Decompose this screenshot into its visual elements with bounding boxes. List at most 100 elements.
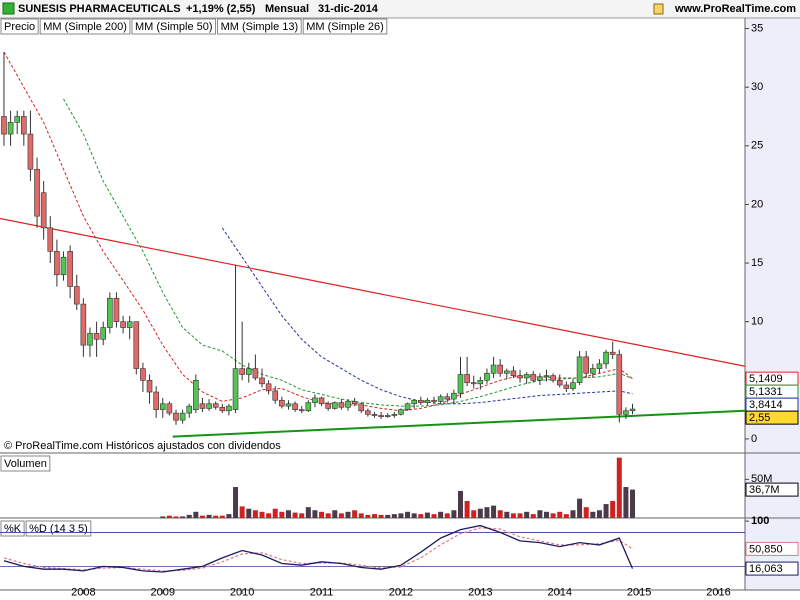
y-tick-label: 100 bbox=[751, 515, 769, 527]
candle-body bbox=[113, 297, 120, 322]
candle-body bbox=[133, 321, 140, 369]
axis-panel bbox=[745, 18, 800, 590]
candle-body bbox=[279, 399, 285, 407]
legend-label: MM (Simple 26) bbox=[306, 21, 384, 33]
candle-body bbox=[232, 368, 239, 410]
candle-body bbox=[54, 251, 60, 276]
candle-body bbox=[285, 403, 292, 407]
volume-bar bbox=[325, 513, 331, 518]
candle-body bbox=[345, 401, 351, 408]
volume-bar bbox=[603, 504, 609, 518]
volume-bar bbox=[590, 511, 596, 518]
candle-body bbox=[609, 351, 616, 355]
y-tick-label: 10 bbox=[751, 316, 763, 328]
legend-label: %K bbox=[4, 523, 22, 535]
volume-bar bbox=[160, 516, 166, 518]
candle-body bbox=[34, 168, 40, 217]
candle-body bbox=[510, 370, 517, 376]
footer-note: © ProRealTime.com Históricos ajustados c… bbox=[4, 440, 281, 452]
volume-bar bbox=[616, 457, 622, 518]
value-label: 5,1331 bbox=[749, 386, 783, 398]
volume-bar bbox=[484, 507, 490, 518]
volume-bar bbox=[418, 514, 424, 518]
value-label: 3,8414 bbox=[749, 399, 783, 411]
candle-body bbox=[259, 377, 265, 385]
legend-label: Volumen bbox=[4, 458, 47, 470]
candle-body bbox=[245, 368, 252, 375]
volume-bar bbox=[219, 515, 225, 518]
volume-bar bbox=[352, 510, 358, 518]
candle-body bbox=[404, 403, 411, 410]
volume-bar bbox=[583, 507, 589, 518]
volume-bar bbox=[199, 515, 205, 518]
y-tick-label: 50M bbox=[751, 473, 772, 485]
header-bar bbox=[0, 0, 800, 18]
header-icon[interactable] bbox=[2, 2, 15, 15]
legend-box bbox=[217, 18, 302, 35]
candle-body bbox=[7, 122, 14, 135]
volume-bar bbox=[193, 511, 199, 518]
volume-bar bbox=[550, 513, 556, 518]
candle-body bbox=[437, 396, 444, 402]
volume-bar bbox=[630, 489, 636, 518]
volume-bar bbox=[279, 511, 285, 518]
value-label-box bbox=[745, 482, 799, 497]
candle-body bbox=[398, 409, 404, 415]
volume-bar bbox=[233, 487, 239, 518]
volume-bar bbox=[246, 508, 252, 518]
trendline bbox=[0, 217, 746, 367]
header-change: +1,19% (2,55) bbox=[186, 3, 256, 15]
candle-body bbox=[477, 380, 484, 385]
candle-body bbox=[166, 403, 173, 414]
volume-bar bbox=[385, 514, 391, 518]
candle-body bbox=[464, 374, 470, 383]
value-label: 2,55 bbox=[749, 412, 770, 424]
candle-body bbox=[576, 356, 583, 383]
candle-body bbox=[272, 390, 279, 401]
candle-body bbox=[417, 399, 424, 403]
candle-body bbox=[497, 364, 503, 374]
volume-bar bbox=[252, 510, 258, 518]
volume-bar bbox=[577, 498, 583, 518]
candle-body bbox=[378, 415, 384, 417]
volume-bar bbox=[504, 511, 510, 518]
volume-bar bbox=[305, 507, 311, 518]
legend-box bbox=[0, 455, 51, 472]
x-tick-label: 2016 bbox=[706, 586, 730, 598]
value-label: 50,850 bbox=[749, 543, 783, 555]
volume-bar bbox=[517, 513, 523, 518]
value-label: 36,7M bbox=[749, 484, 780, 496]
value-label: 5,1409 bbox=[749, 373, 783, 385]
volume-bar bbox=[312, 510, 318, 518]
volume-bar bbox=[424, 512, 430, 518]
value-label-box bbox=[745, 541, 799, 556]
volume-bar bbox=[557, 511, 563, 518]
candle-body bbox=[623, 410, 629, 415]
y-tick-label: 25 bbox=[751, 140, 763, 152]
candle-body bbox=[590, 368, 596, 374]
x-tick-label: 2009 bbox=[151, 586, 175, 598]
volume-bar bbox=[477, 508, 483, 518]
candle-body bbox=[543, 375, 550, 378]
print-icon[interactable] bbox=[653, 3, 664, 15]
volume-bar bbox=[292, 512, 298, 518]
candle-body bbox=[537, 376, 543, 381]
candle-body bbox=[451, 392, 457, 400]
volume-bar bbox=[173, 516, 179, 518]
x-tick-label: 2008 bbox=[71, 586, 95, 598]
volume-bar bbox=[299, 513, 305, 518]
candle-body bbox=[391, 414, 398, 416]
candle-body bbox=[517, 375, 523, 379]
stochastic-line bbox=[3, 527, 633, 572]
header-date: 31-dic-2014 bbox=[318, 3, 379, 15]
candle-body bbox=[504, 370, 510, 374]
candle-body bbox=[371, 414, 378, 416]
x-tick-label: 2014 bbox=[548, 586, 572, 598]
candle-body bbox=[1, 116, 7, 135]
candle-body bbox=[292, 403, 298, 410]
candle-body bbox=[318, 397, 325, 405]
volume-bar bbox=[563, 514, 569, 518]
volume-bar bbox=[259, 511, 265, 518]
candle-body bbox=[331, 402, 338, 409]
candle-body bbox=[21, 116, 27, 135]
